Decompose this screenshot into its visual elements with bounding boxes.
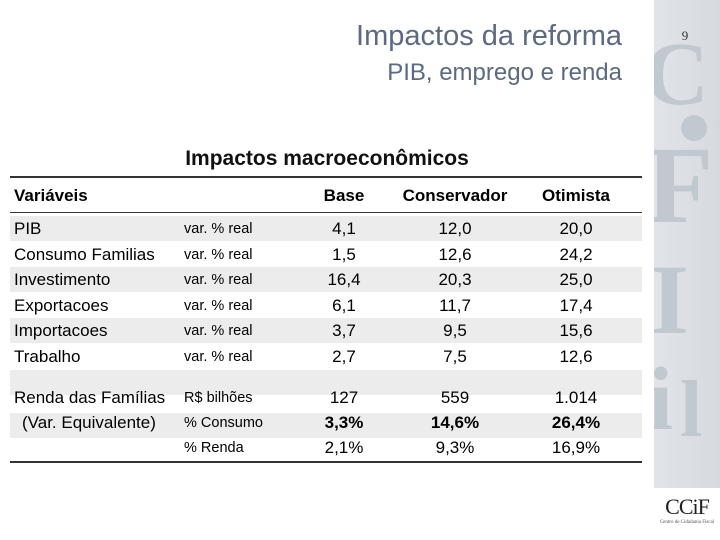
sidebar-decoration-glyph: i — [654, 350, 674, 449]
cell-base: 2,7 — [332, 347, 356, 366]
row-unit: var. % real — [184, 272, 253, 288]
cell-otimista: 26,4% — [551, 413, 601, 432]
renda-unit: R$ bilhões — [184, 390, 253, 406]
header-otimista: Otimista — [541, 186, 611, 205]
header-divider — [10, 212, 642, 213]
row-name: Investimento — [14, 270, 111, 289]
slide-title: Impactos da reforma — [356, 20, 622, 52]
cell-otimista: 17,4 — [559, 296, 593, 315]
row-band — [10, 216, 642, 241]
cell-base: 3,3% — [324, 413, 364, 432]
cell-otimista: 12,6 — [559, 347, 593, 366]
renda-unit: % Renda — [184, 440, 244, 456]
row-name: Exportacoes — [14, 296, 109, 315]
header-conservador: Conservador — [402, 186, 508, 205]
row-name: Importacoes — [14, 321, 108, 340]
row-band — [10, 370, 642, 395]
row-name: Consumo Familias — [14, 245, 155, 264]
header-base: Base — [323, 186, 365, 205]
cell-conservador: 9,3% — [435, 438, 475, 457]
cell-otimista: 15,6 — [559, 321, 593, 340]
header-variaveis: Variáveis — [14, 186, 88, 205]
cell-conservador: 7,5 — [443, 347, 467, 366]
row-band — [10, 413, 642, 438]
sidebar-decoration-glyph: C — [654, 25, 709, 124]
cell-otimista: 1.014 — [554, 388, 598, 407]
cell-otimista: 20,0 — [559, 219, 593, 238]
decorative-sidebar: C ● F I i l 9 CCiF Centro de Cidadania F… — [654, 0, 720, 540]
row-unit: var. % real — [184, 247, 253, 263]
row-name: PIB — [14, 219, 42, 238]
cell-conservador: 20,3 — [438, 270, 472, 289]
impacts-table: Variáveis Base Conservador Otimista PIB … — [10, 176, 642, 463]
row-unit: var. % real — [184, 323, 253, 339]
cell-base: 3,7 — [332, 321, 356, 340]
row-band — [10, 267, 642, 292]
sidebar-decoration-glyph: l — [680, 366, 703, 454]
renda-unit: % Consumo — [184, 415, 263, 431]
cell-conservador: 12,6 — [438, 245, 472, 264]
row-name: Trabalho — [14, 347, 81, 366]
row-band — [10, 318, 642, 343]
ccif-logo: CCiF — [665, 494, 710, 519]
cell-base: 127 — [329, 388, 359, 407]
table-title: Impactos macroeconômicos — [185, 147, 469, 170]
sidebar-decoration-glyph: F — [654, 124, 714, 246]
cell-conservador: 11,7 — [439, 296, 471, 315]
cell-otimista: 25,0 — [559, 270, 593, 289]
renda-label: Renda das Famílias — [14, 388, 166, 407]
cell-conservador: 14,6% — [430, 413, 480, 432]
cell-conservador: 9,5 — [443, 321, 467, 340]
ccif-logo-subtitle: Centro de Cidadania Fiscal — [659, 520, 715, 525]
cell-base: 1,5 — [332, 245, 356, 264]
sidebar-decoration-glyph: I — [654, 244, 689, 355]
row-unit: var. % real — [184, 221, 253, 237]
page-number: 9 — [681, 28, 689, 43]
cell-base: 2,1% — [324, 438, 364, 457]
cell-conservador: 12,0 — [438, 219, 472, 238]
cell-base: 6,1 — [332, 296, 356, 315]
cell-conservador: 559 — [440, 388, 470, 407]
cell-otimista: 24,2 — [559, 245, 593, 264]
row-unit: var. % real — [184, 349, 253, 365]
cell-base: 16,4 — [327, 270, 361, 289]
cell-otimista: 16,9% — [551, 438, 601, 457]
sidebar-decoration-dot-icon: ● — [676, 92, 713, 158]
slide-subtitle: PIB, emprego e renda — [387, 59, 622, 86]
row-unit: var. % real — [184, 298, 253, 314]
renda-sublabel: (Var. Equivalente) — [22, 413, 156, 432]
cell-base: 4,1 — [332, 219, 356, 238]
logo-area: CCiF Centro de Cidadania Fiscal — [654, 488, 720, 540]
